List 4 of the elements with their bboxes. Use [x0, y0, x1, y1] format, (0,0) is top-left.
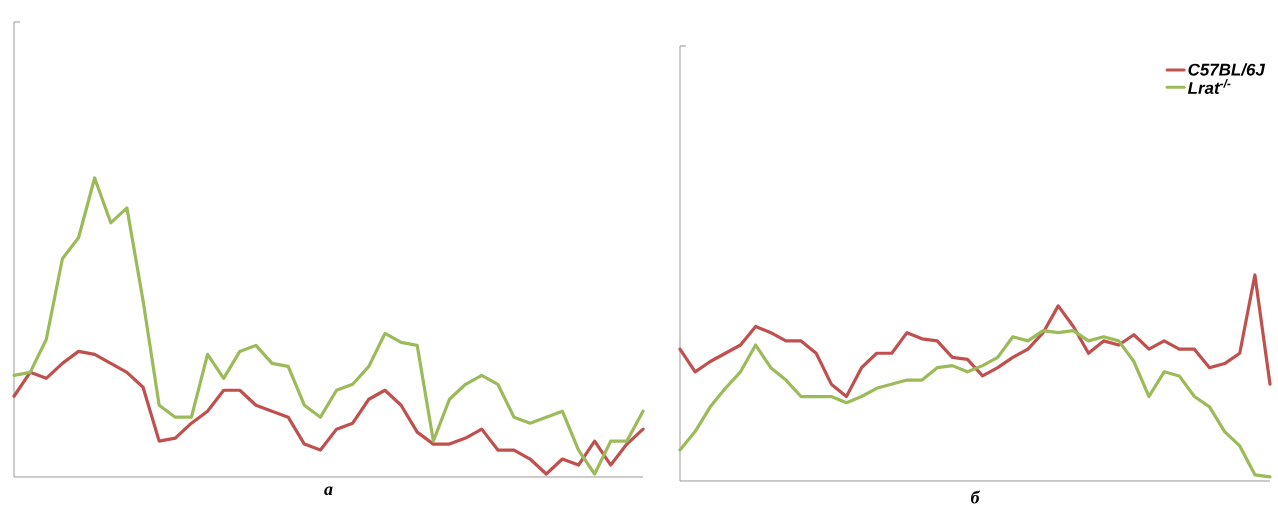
x-axis-title: а: [324, 486, 333, 496]
x-axis-title: б: [970, 490, 981, 504]
legend-label: Lrat$^{-/-}$: [1187, 78, 1231, 94]
legend-label: C57BL/6J: [1188, 63, 1266, 76]
